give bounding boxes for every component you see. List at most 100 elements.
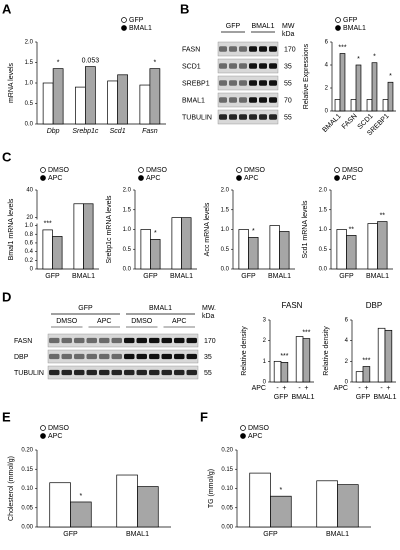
y-axis-label: Relative density <box>323 326 330 376</box>
legend-marker <box>40 433 46 439</box>
y-tick-label: 0.00 <box>221 525 233 531</box>
chart-title: FASN <box>282 301 303 310</box>
blot-band <box>111 353 122 360</box>
bar <box>377 327 386 383</box>
y-tick-label: 0.10 <box>21 486 33 492</box>
legend-marker <box>236 175 242 181</box>
y-tick-label: 0 <box>325 109 329 115</box>
blot-group: BMAL1 <box>149 305 172 312</box>
x-tick-label: Dbp <box>47 128 60 135</box>
y-tick-label: 1.5 <box>319 207 328 213</box>
series-row-label: APC <box>252 385 266 392</box>
blot-band <box>174 369 185 376</box>
blot-strip <box>217 109 279 125</box>
legend-marker <box>121 25 127 31</box>
legend-marker <box>334 167 340 173</box>
bar <box>355 371 364 383</box>
legend-label: GFP <box>129 17 144 24</box>
blot-band <box>259 97 267 103</box>
blot-band <box>259 63 267 69</box>
bar <box>52 68 64 125</box>
y-tick-label: 0.5 <box>123 247 132 253</box>
x-tick-label: GFP <box>143 273 158 280</box>
bar <box>377 221 388 270</box>
x-tick-label: BMAL1 <box>374 394 397 401</box>
legend-marker <box>334 175 340 181</box>
annotation: ** <box>380 212 386 219</box>
blot-group: BMAL1 <box>252 23 275 30</box>
blot-band <box>149 369 160 376</box>
blot-band <box>61 337 72 344</box>
legend-marker <box>138 167 144 173</box>
y-tick-label: 0.4 <box>25 249 34 255</box>
legend-label: APC <box>244 175 258 182</box>
mw-label: kDa <box>202 313 215 320</box>
legend-label: DMSO <box>48 425 70 432</box>
bar <box>362 366 371 383</box>
series-tick-label: + <box>304 385 308 392</box>
y-tick-label: 1.0 <box>123 227 132 233</box>
y-tick-label: 1 <box>263 359 267 365</box>
blot-band <box>269 114 277 120</box>
y-tick-label: 6 <box>325 40 329 46</box>
series-row-label: APC <box>334 385 348 392</box>
bar <box>270 495 292 528</box>
bar <box>117 74 128 125</box>
blot-band <box>86 369 97 376</box>
blot-band <box>229 114 237 120</box>
legend-marker <box>335 25 341 31</box>
blot-mw: 35 <box>204 354 212 361</box>
bar <box>387 81 394 112</box>
annotation: 0.053 <box>82 57 100 64</box>
blot-band <box>219 80 227 86</box>
y-tick-label: 0.10 <box>221 486 233 492</box>
mw-label: MW. <box>202 305 216 312</box>
blot-band <box>259 80 267 86</box>
y-tick-label: 6 <box>345 318 349 324</box>
y-tick-label: 0.0 <box>25 122 34 128</box>
blot-band <box>74 353 85 360</box>
blot-band <box>249 46 257 52</box>
blot-strip <box>217 75 279 91</box>
y-tick-label: 0 <box>345 380 349 386</box>
annotation: *** <box>280 353 288 360</box>
blot-band <box>74 369 85 376</box>
blot-band <box>229 46 237 52</box>
y-tick-label: 2 <box>263 338 267 344</box>
blot-band <box>229 80 237 86</box>
bar <box>238 229 249 270</box>
legend-label: GFP <box>343 17 358 24</box>
bar <box>171 217 182 270</box>
blot-band <box>149 337 160 344</box>
blot-band <box>269 46 277 52</box>
bar <box>367 223 378 270</box>
annotation: * <box>252 228 255 235</box>
legend-marker <box>40 175 46 181</box>
blot-band <box>99 369 110 376</box>
legend-label: APC <box>48 433 62 440</box>
legend-label: APC <box>146 175 160 182</box>
blot-band <box>186 353 197 360</box>
annotation: *** <box>338 44 346 51</box>
blot-band <box>49 353 60 360</box>
mw-label: kDa <box>282 31 295 38</box>
legend-label: APC <box>48 175 62 182</box>
blot-band <box>161 369 172 376</box>
annotation: * <box>280 487 283 494</box>
blot-band <box>174 337 185 344</box>
y-tick-label: 4 <box>345 338 349 344</box>
series-tick-label: + <box>386 385 390 392</box>
bar <box>52 236 63 270</box>
blot-strip <box>47 333 199 348</box>
y-axis-label: Bmal1 mRNA levels <box>8 198 15 260</box>
blot-band <box>259 46 267 52</box>
blot-band <box>136 353 147 360</box>
x-tick-label: BMAL1 <box>268 273 291 280</box>
blot-mw: 70 <box>284 97 292 104</box>
bar <box>249 472 271 528</box>
legend-marker <box>40 167 46 173</box>
y-tick-label: 40 <box>26 188 33 194</box>
y-tick-label: 0.2 <box>25 258 34 264</box>
y-tick-label: 0.5 <box>319 247 328 253</box>
